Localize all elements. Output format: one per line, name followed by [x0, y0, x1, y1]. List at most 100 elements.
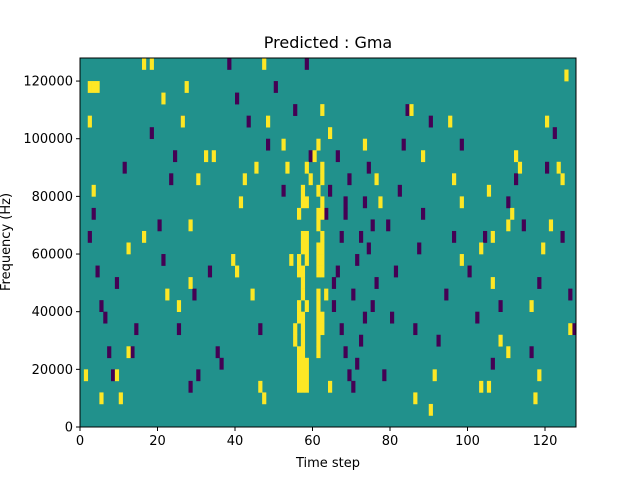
heatmap-cell-high	[316, 323, 321, 336]
heatmap-cell-high	[316, 346, 321, 359]
heatmap-cell-low	[343, 207, 348, 220]
heatmap-cell-high	[529, 300, 534, 312]
heatmap-cell-low	[351, 380, 356, 393]
heatmap-cell-low	[370, 300, 375, 312]
heatmap-cell-low	[467, 265, 472, 278]
heatmap-cell-high	[541, 242, 546, 255]
heatmap-cell-low	[258, 323, 263, 336]
heatmap-cell-high	[300, 357, 306, 370]
heatmap-cell-high	[297, 300, 302, 312]
heatmap-cell-low	[452, 230, 457, 243]
heatmap-cell-low	[428, 115, 433, 128]
heatmap-cell-high	[300, 230, 306, 243]
heatmap-cell-high	[421, 150, 426, 163]
heatmap-cell-low	[436, 334, 441, 347]
heatmap-cell-high	[300, 334, 306, 347]
heatmap-cell-low	[359, 334, 364, 347]
y-tick-label: 0	[65, 421, 73, 436]
x-tick-label: 80	[382, 434, 399, 449]
heatmap-cell-high	[378, 196, 383, 209]
heatmap-cell-high	[324, 288, 329, 301]
heatmap-cell-high	[320, 265, 325, 278]
heatmap-cell-high	[297, 357, 302, 370]
heatmap-cell-high	[262, 58, 267, 70]
heatmap-cell-low	[207, 265, 213, 278]
heatmap-cell-high	[242, 173, 247, 186]
heatmap-cell-high	[304, 242, 309, 255]
heatmap-cell-low	[87, 230, 92, 243]
heatmap-cell-high	[238, 196, 244, 209]
heatmap-cell-high	[486, 184, 492, 197]
heatmap-cell-low	[401, 138, 406, 151]
heatmap-cell-high	[560, 173, 565, 186]
heatmap-cell-high	[490, 277, 495, 289]
heatmap-cell-high	[506, 346, 511, 359]
heatmap-cell-low	[324, 207, 329, 220]
heatmap-cell-low	[103, 311, 108, 324]
heatmap-cell-high	[316, 242, 321, 255]
heatmap-cell-high	[304, 300, 309, 312]
heatmap-cell-high	[300, 242, 306, 255]
heatmap-cell-high	[479, 380, 484, 393]
heatmap-cell-high	[304, 357, 309, 370]
heatmap-cell-high	[297, 207, 302, 220]
heatmap-cell-low	[134, 323, 139, 336]
heatmap-cell-low	[114, 277, 120, 289]
heatmap-cell-high	[250, 288, 255, 301]
heatmap-cell-high	[204, 150, 209, 163]
heatmap-cell-low	[362, 196, 368, 209]
heatmap-cell-high	[413, 392, 418, 405]
heatmap-cell-high	[320, 207, 325, 220]
heatmap-cell-high	[87, 81, 92, 93]
heatmap-cell-high	[231, 254, 236, 266]
heatmap-cell-high	[556, 161, 561, 174]
y-tick-label: 20000	[32, 363, 73, 378]
heatmap-cell-low	[192, 288, 197, 301]
heatmap-cell-high	[320, 254, 325, 266]
heatmap-cell-high	[188, 219, 193, 232]
heatmap-cell-low	[397, 184, 402, 197]
heatmap-cell-high	[297, 346, 302, 359]
heatmap-cell-high	[300, 196, 306, 209]
heatmap-cell-low	[161, 254, 166, 266]
heatmap-cell-high	[293, 323, 298, 336]
heatmap-cell-high	[99, 392, 104, 405]
heatmap-cell-high	[517, 161, 523, 174]
heatmap-cell-high	[95, 81, 100, 93]
y-tick-label: 100000	[23, 132, 73, 147]
heatmap-cell-low	[366, 161, 371, 174]
heatmap-cell-low	[149, 127, 154, 140]
heatmap-cell-high	[180, 115, 185, 128]
heatmap-cell-high	[328, 127, 333, 140]
heatmap-cell-high	[320, 161, 325, 174]
heatmap-cell-low	[196, 369, 201, 382]
x-tick-label: 120	[533, 434, 558, 449]
heatmap-cell-low	[266, 138, 271, 151]
heatmap-cell-high	[409, 104, 414, 116]
heatmap-cell-low	[386, 219, 391, 232]
heatmap-cell-low	[328, 184, 333, 197]
heatmap-cell-low	[444, 288, 449, 301]
heatmap-cell-low	[91, 207, 96, 220]
heatmap-cell-high	[510, 207, 515, 220]
heatmap-cell-low	[331, 277, 337, 289]
heatmap-cell-high	[297, 311, 302, 324]
heatmap-cell-low	[130, 346, 135, 359]
heatmap-cell-high	[118, 392, 123, 405]
heatmap-cell-low	[122, 161, 127, 174]
heatmap-cell-high	[289, 254, 294, 266]
heatmap-cell-low	[331, 300, 337, 312]
heatmap-cell-high	[545, 115, 550, 128]
heatmap-cell-high	[320, 104, 325, 116]
heatmap-cell-low	[572, 323, 577, 336]
heatmap-cell-high	[459, 254, 464, 266]
heatmap-cell-low	[413, 323, 418, 336]
heatmap-cell-high	[262, 392, 267, 405]
heatmap-cell-high	[486, 380, 492, 393]
heatmap-cell-high	[316, 288, 321, 301]
heatmap-cell-low	[459, 138, 464, 151]
heatmap-cell-low	[351, 288, 356, 301]
heatmap-cell-high	[297, 369, 302, 382]
heatmap-cell-high	[83, 369, 89, 382]
heatmap-cell-high	[320, 230, 325, 243]
